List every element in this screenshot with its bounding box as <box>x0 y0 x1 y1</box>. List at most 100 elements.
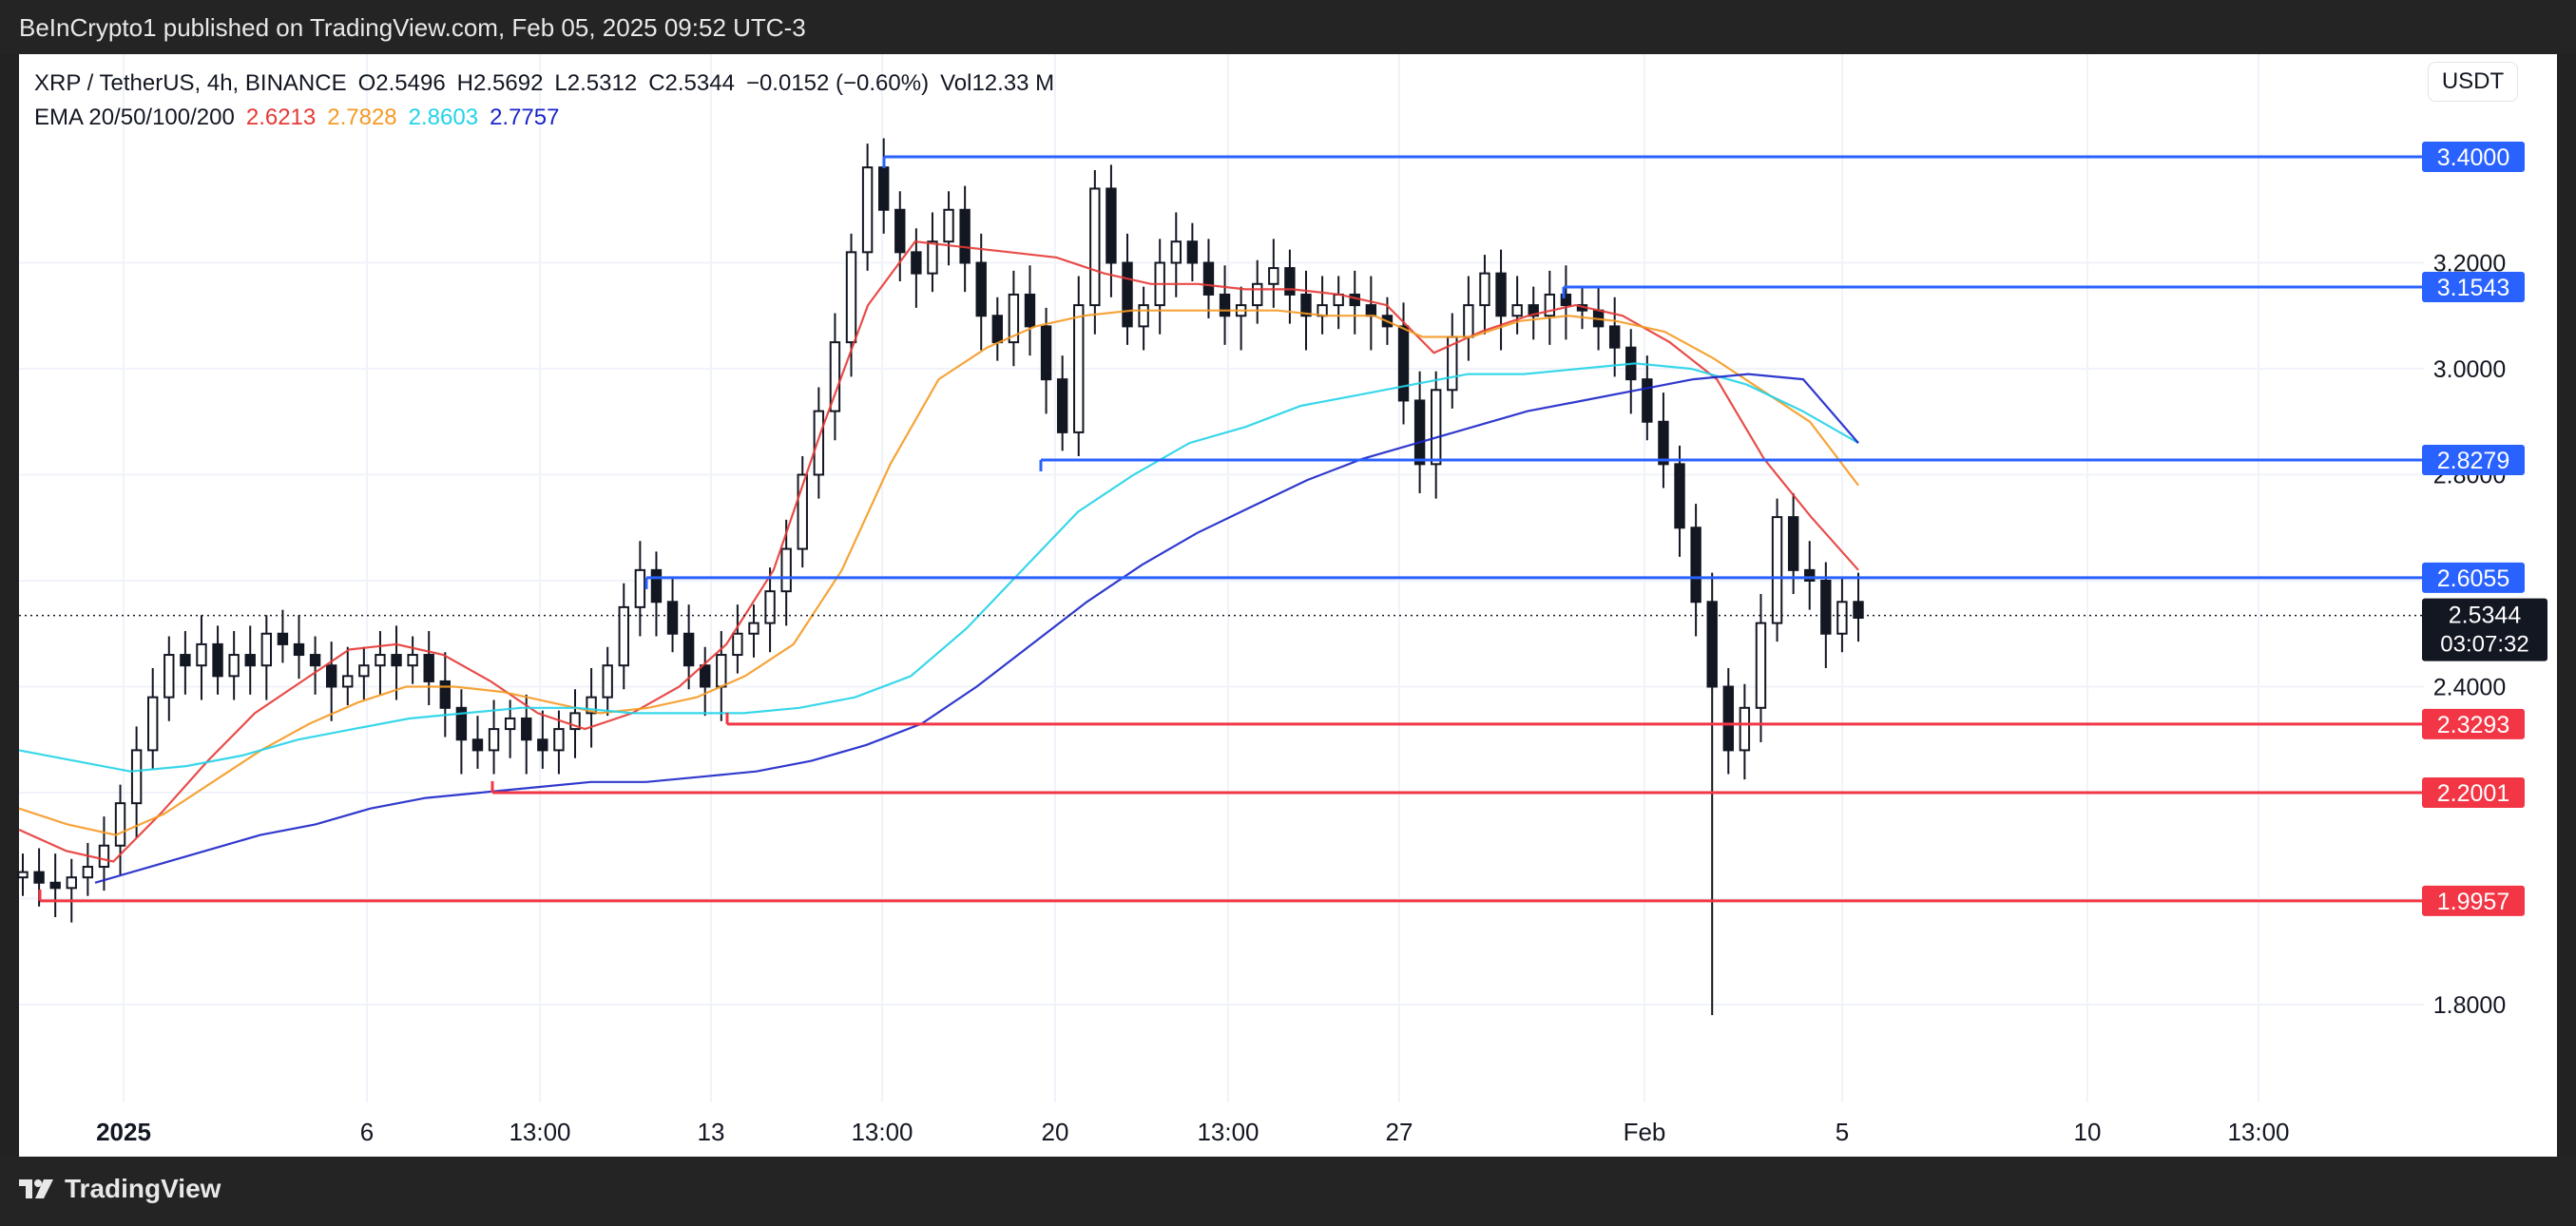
candle-down <box>1284 267 1296 296</box>
ema-label[interactable]: EMA 20/50/100/200 <box>34 105 235 130</box>
candle-up <box>1755 622 1767 709</box>
x-tick-label: 13 <box>698 1118 725 1146</box>
candle-down <box>1787 516 1799 571</box>
candle-down <box>650 568 663 603</box>
price-level-label: 2.2001 <box>2437 780 2509 807</box>
price-chart[interactable]: 1.80002.00002.20002.40002.60002.80003.00… <box>0 0 2576 1157</box>
price-level-label: 3.1543 <box>2437 275 2509 301</box>
candle-down <box>959 208 971 264</box>
candle-down <box>1706 601 1718 688</box>
low-value: L2.5312 <box>554 70 638 96</box>
candle-down <box>391 654 402 667</box>
candle-down <box>975 261 987 317</box>
candle-up <box>634 568 646 608</box>
candle-up <box>1836 601 1848 635</box>
candle-down <box>293 642 305 657</box>
candle-down <box>455 706 468 741</box>
price-level-tag <box>2422 708 2525 739</box>
candle-up <box>1073 304 1085 433</box>
price-level-label: 3.4000 <box>2437 144 2509 171</box>
ema20-value: 2.6213 <box>245 105 317 130</box>
bottom-bar: TradingView <box>0 1157 2576 1226</box>
candle-up <box>114 802 126 847</box>
candle-down <box>1820 580 1832 635</box>
x-tick-label: 13:00 <box>2227 1118 2289 1146</box>
candle-up <box>407 654 418 667</box>
candle-down <box>49 881 61 890</box>
symbol-title[interactable]: XRP / TetherUS, 4h, BINANCE <box>34 70 347 96</box>
candle-down <box>991 315 1004 344</box>
x-tick-label: Feb <box>1624 1118 1666 1146</box>
chart-area[interactable] <box>19 54 2557 1157</box>
candle-up <box>228 654 240 678</box>
candle-up <box>17 871 29 879</box>
price-level-label: 1.9957 <box>2437 889 2509 915</box>
candle-down <box>666 601 679 635</box>
candle-up <box>845 251 857 344</box>
candle-up <box>1333 293 1344 307</box>
candle-up <box>780 547 792 593</box>
price-level-label: 2.3293 <box>2437 712 2509 738</box>
candle-up <box>1544 293 1556 317</box>
candle-up <box>553 728 565 752</box>
candle-down <box>1853 601 1864 620</box>
candle-up <box>504 717 516 731</box>
ema20-line <box>18 240 1859 863</box>
candle-down <box>1413 399 1426 466</box>
candle-down <box>180 654 191 667</box>
candle-up <box>797 473 808 550</box>
x-tick-label: 20 <box>1042 1118 1069 1146</box>
candle-down <box>1040 325 1052 381</box>
x-tick-label: 13:00 <box>851 1118 913 1146</box>
candle-up <box>1430 389 1442 466</box>
candle-up <box>943 208 954 243</box>
candle-up <box>927 240 938 275</box>
candle-down <box>1608 325 1621 349</box>
candle-down <box>911 251 922 275</box>
tradingview-brand: TradingView <box>65 1174 221 1203</box>
tradingview-icon <box>19 1179 53 1198</box>
y-tick-label: 1.8000 <box>2433 992 2506 1019</box>
candle-down <box>877 166 890 211</box>
candle-up <box>1771 516 1783 624</box>
x-tick-label: 27 <box>1386 1118 1413 1146</box>
candle-down <box>423 654 434 682</box>
candle-down <box>471 738 484 752</box>
candle-down <box>1105 187 1117 264</box>
price-level-tag <box>2422 271 2525 302</box>
currency-button[interactable]: USDT <box>2428 62 2518 102</box>
x-tick-label: 13:00 <box>509 1118 570 1146</box>
candle-up <box>130 749 143 805</box>
ema100-line <box>18 362 1859 773</box>
tradingview-logo[interactable]: TradingView <box>19 1174 221 1204</box>
countdown-label: 03:07:32 <box>2440 632 2528 658</box>
candle-down <box>1495 272 1507 317</box>
candle-up <box>618 605 629 667</box>
candle-up <box>358 664 370 678</box>
candle-up <box>147 696 159 752</box>
candle-down <box>1056 378 1068 433</box>
candle-up <box>716 654 727 688</box>
candle-up <box>829 341 841 412</box>
y-tick-label: 3.0000 <box>2433 356 2506 383</box>
price-level-tag <box>2422 885 2525 916</box>
candle-down <box>1186 240 1199 264</box>
candle-down <box>1202 261 1215 296</box>
x-tick-label: 13:00 <box>1197 1118 1259 1146</box>
top-bar: BeInCrypto1 published on TradingView.com… <box>0 0 2576 54</box>
volume-value: Vol12.33 M <box>940 70 1055 96</box>
candle-up <box>1138 304 1149 328</box>
ema100-value: 2.8603 <box>408 105 479 130</box>
current-price-tag <box>2422 598 2547 661</box>
candle-down <box>277 632 289 645</box>
candle-up <box>764 590 776 624</box>
price-level-tag <box>2422 562 2525 593</box>
candle-down <box>212 642 223 678</box>
candle-down <box>521 717 532 741</box>
published-info: BeInCrypto1 published on TradingView.com… <box>19 13 806 42</box>
candle-up <box>66 876 77 890</box>
candle-up <box>1739 706 1751 752</box>
price-level-label: 2.6055 <box>2437 565 2509 592</box>
candle-up <box>1511 304 1523 317</box>
x-tick-label: 6 <box>360 1118 374 1146</box>
